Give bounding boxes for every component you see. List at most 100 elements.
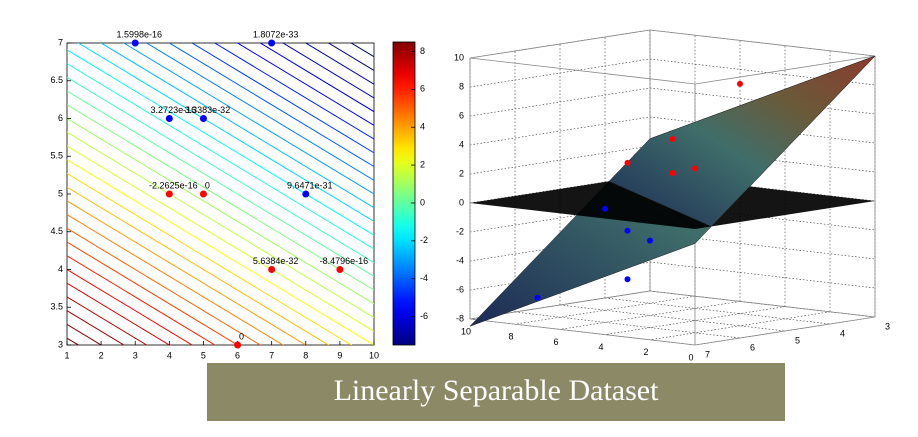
point-label: 1.8072e-33	[253, 29, 299, 39]
x-tick-label: 4	[167, 350, 172, 360]
grid-line	[559, 304, 786, 332]
z-tick-label: 8	[459, 81, 464, 91]
surface-plot: -8 -6 -4 -2 0 2 4 6 8 10 0 2 4 6 8 10 3 4 5 6 7	[454, 29, 890, 362]
z-tick-label: -8	[456, 313, 464, 323]
contour-line	[67, 241, 239, 345]
colorbar-tick-label: 6	[420, 84, 425, 94]
contour-line	[100, 43, 374, 209]
data-point	[336, 266, 344, 273]
colorbar-tick-label: 8	[420, 46, 425, 56]
contour-line	[77, 43, 374, 222]
x-tick-label: 10	[369, 350, 379, 360]
grid-line	[514, 311, 741, 339]
x-tick-label: 8	[303, 350, 308, 360]
contour-line	[259, 43, 374, 113]
data-point	[165, 115, 173, 122]
x-tick-label: 6	[553, 337, 558, 347]
z-tick-label: -4	[456, 255, 464, 265]
contour-line	[67, 282, 171, 345]
contour-line	[67, 131, 374, 318]
z-tick-label: -6	[456, 284, 464, 294]
y-tick-label: 6	[58, 113, 63, 123]
y-tick-label: 3	[885, 321, 890, 331]
contour-line	[67, 159, 374, 345]
contour-line	[67, 310, 125, 345]
caption-banner	[207, 363, 785, 421]
contour-line	[145, 43, 374, 181]
data-point-3d	[534, 294, 541, 301]
box-edge	[694, 316, 876, 346]
x-tick-label: 3	[133, 350, 138, 360]
x-tick-label: 7	[269, 350, 274, 360]
y-tick-label: 6.5	[50, 75, 63, 85]
box-edge	[649, 29, 876, 57]
data-point	[199, 115, 207, 122]
colorbar-tick-label: -2	[420, 235, 428, 245]
contour-line	[67, 104, 374, 291]
contour-line	[67, 200, 307, 345]
y-tick-label: 3.5	[50, 302, 63, 312]
contour-line	[213, 43, 374, 140]
data-point-3d	[669, 136, 676, 143]
contour-line	[304, 43, 374, 85]
x-tick-label: 10	[461, 326, 471, 336]
data-point-3d	[624, 159, 631, 166]
colorbar-tick-label: -6	[420, 311, 428, 321]
z-tick-label: 10	[454, 52, 464, 62]
x-tick-label: 5	[201, 350, 206, 360]
contour-line	[191, 43, 374, 154]
x-tick-label: 2	[99, 350, 104, 360]
decision-surface-upper	[608, 55, 876, 227]
point-label: 5.6384e-32	[253, 256, 299, 266]
x-tick-label: 2	[643, 347, 648, 357]
box-edge	[469, 57, 696, 85]
contour-line	[67, 76, 374, 264]
caption: Linearly Separable Dataset	[334, 374, 660, 407]
contour-line	[67, 269, 194, 345]
x-tick-label: 6	[235, 350, 240, 360]
y-tick-label: 6	[750, 342, 755, 352]
contour-line	[67, 172, 353, 345]
y-tick-label: 4	[840, 328, 845, 338]
y-tick-label: 4	[58, 264, 63, 274]
data-point	[234, 341, 242, 349]
z-tick-label: 4	[459, 139, 464, 149]
grid-line	[649, 58, 876, 86]
contour-axes	[66, 42, 375, 346]
contour-line	[67, 118, 374, 305]
point-label: -8.4796e-16	[320, 256, 369, 266]
data-point	[268, 266, 276, 273]
z-tick-label: 0	[459, 197, 464, 207]
contour-line	[67, 186, 330, 345]
x-tick-label: 9	[337, 350, 342, 360]
grid-line	[559, 301, 741, 330]
data-point	[199, 190, 207, 198]
contour-line	[67, 49, 374, 236]
data-point	[302, 190, 310, 198]
data-point-3d	[669, 170, 676, 176]
colorbar-tick-label: -4	[420, 273, 428, 283]
data-point-3d	[624, 276, 631, 283]
point-label: 9.6471e-31	[287, 180, 333, 190]
contour-line	[282, 43, 374, 99]
grid-line	[514, 295, 696, 325]
x-tick-label: 0	[688, 352, 693, 362]
colorbar-tick-label: 4	[420, 122, 425, 132]
y-tick-label: 7	[58, 37, 63, 47]
colorbar-tick-label: 0	[420, 197, 425, 207]
data-point-3d	[647, 237, 653, 244]
contour-line	[67, 255, 216, 345]
contour-line	[67, 63, 374, 250]
contour-line	[168, 43, 374, 167]
colorbar	[392, 41, 416, 346]
z-tick-label: -2	[456, 226, 464, 236]
y-tick-label: 5	[58, 188, 63, 198]
box-edge	[469, 29, 651, 59]
data-point	[165, 190, 173, 198]
contour-line	[67, 227, 262, 345]
data-point-3d	[692, 165, 698, 172]
data-point-3d	[737, 80, 743, 87]
point-label: 0	[205, 180, 210, 190]
x-tick-label: 4	[598, 342, 603, 352]
